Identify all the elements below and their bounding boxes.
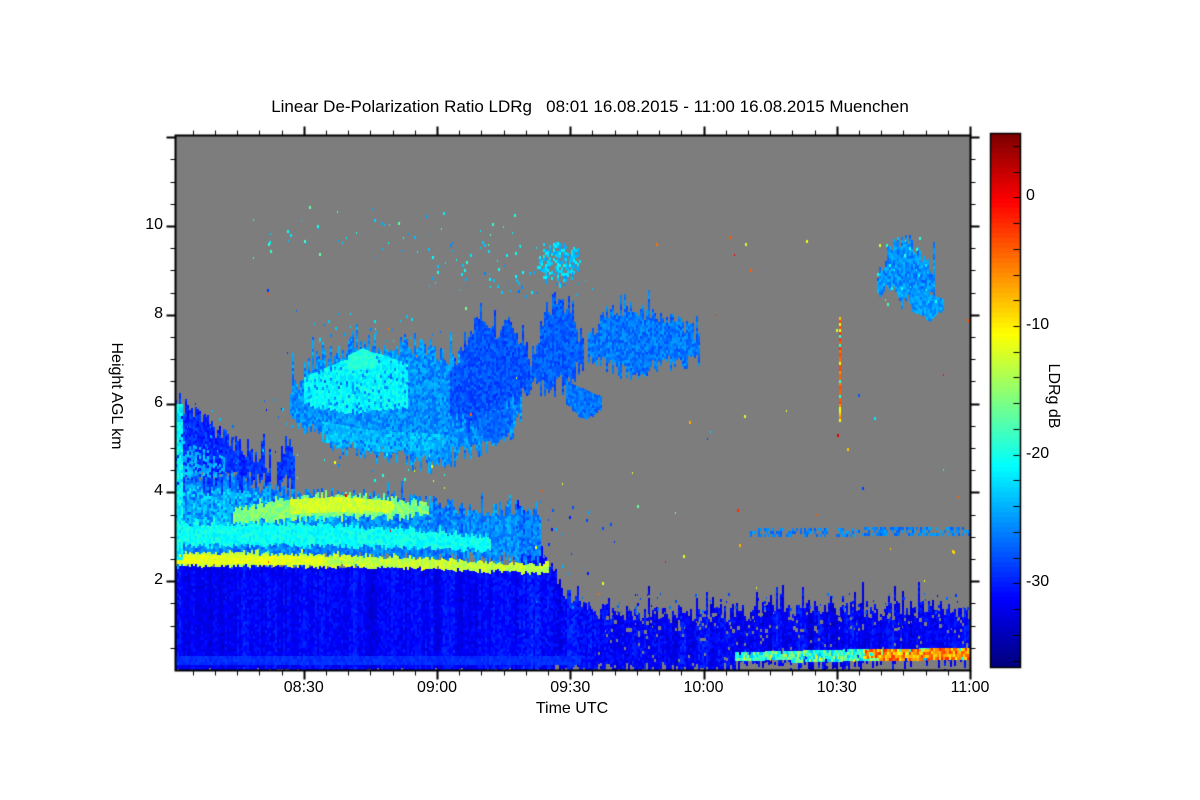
- y-tick-label: 4: [154, 482, 163, 500]
- x-axis-title: Time UTC: [535, 700, 609, 717]
- x-tick-label: 10:00: [683, 679, 724, 696]
- x-tick-label: 08:30: [283, 679, 324, 696]
- x-tick-label: 09:30: [550, 679, 591, 696]
- x-tick-label: 11:00: [950, 679, 990, 696]
- colorbar-tick-label: -30: [1026, 573, 1050, 591]
- y-tick-label: 2: [154, 571, 163, 589]
- colorbar-tick-label: -20: [1026, 444, 1050, 462]
- colorbar-tick-label: 0: [1026, 187, 1035, 205]
- y-tick-label: 8: [154, 304, 163, 322]
- chart-title: Linear De-Polarization Ratio LDRg 08:01 …: [271, 97, 909, 116]
- x-tick-label: 09:00: [417, 679, 458, 696]
- x-tick-label: 10:30: [816, 679, 857, 696]
- y-tick-label: 6: [154, 393, 163, 411]
- y-tick-label: 10: [145, 216, 163, 234]
- colorbar-title: LDRg dB: [1045, 363, 1062, 429]
- colorbar-tick-label: -10: [1026, 316, 1050, 333]
